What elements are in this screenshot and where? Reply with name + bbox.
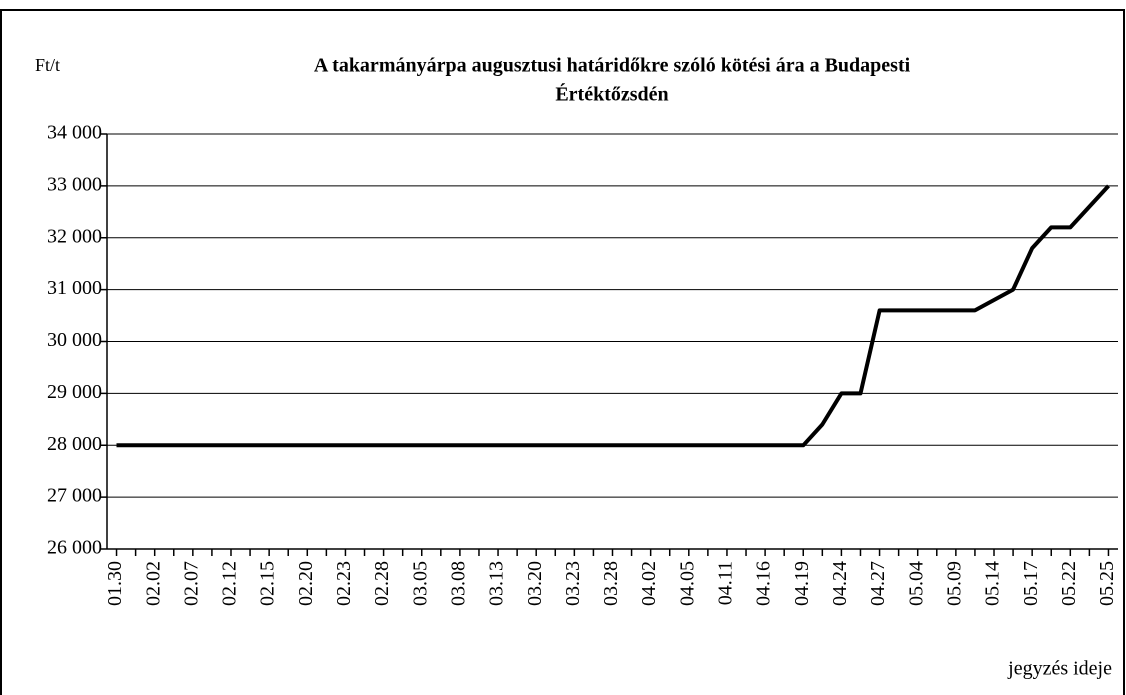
chart-title: Értéktőzsdén	[555, 83, 668, 106]
x-tick-label: 04.16	[753, 561, 775, 606]
x-tick-label: 05.22	[1058, 561, 1080, 606]
x-tick-label: 02.20	[295, 561, 317, 606]
x-tick-label: 05.25	[1096, 561, 1118, 606]
x-tick-label: 04.11	[715, 561, 737, 605]
x-tick-label: 04.02	[638, 561, 660, 606]
x-tick-label: 03.05	[409, 561, 431, 606]
x-tick-label: 02.28	[371, 561, 393, 606]
x-tick-label: 03.20	[524, 561, 546, 606]
y-tick-label: 34 000	[47, 122, 102, 144]
x-tick-label: 02.23	[333, 561, 355, 606]
y-axis-label: Ft/t	[35, 55, 60, 75]
x-tick-label: 04.24	[829, 561, 851, 606]
x-tick-label: 04.19	[791, 561, 813, 606]
frame	[0, 9, 1125, 695]
x-tick-label: 03.28	[600, 561, 622, 606]
y-tick-label: 26 000	[47, 537, 102, 559]
x-tick-label: 05.09	[943, 561, 965, 606]
x-tick-label: 02.12	[219, 561, 241, 606]
y-tick-label: 33 000	[47, 173, 102, 195]
x-tick-label: 01.30	[104, 561, 126, 606]
x-axis-label: jegyzés ideje	[1007, 658, 1112, 680]
x-tick-label: 02.07	[180, 561, 202, 606]
x-tick-label: 05.17	[1020, 561, 1042, 606]
y-tick-label: 29 000	[47, 381, 102, 403]
chart-title: A takarmányárpa augusztusi határidőkre s…	[314, 55, 911, 77]
x-tick-label: 05.14	[982, 561, 1004, 606]
x-tick-label: 03.08	[447, 561, 469, 606]
x-tick-label: 02.02	[142, 561, 164, 606]
x-tick-label: 03.23	[562, 561, 584, 606]
x-tick-label: 05.04	[905, 561, 927, 606]
y-tick-label: 32 000	[47, 225, 102, 247]
y-tick-label: 31 000	[47, 277, 102, 299]
y-tick-label: 30 000	[47, 329, 102, 351]
y-tick-label: 27 000	[47, 485, 102, 507]
x-tick-label: 04.05	[676, 561, 698, 606]
x-tick-label: 03.13	[486, 561, 508, 606]
x-tick-label: 02.15	[257, 561, 279, 606]
y-tick-label: 28 000	[47, 433, 102, 455]
x-tick-label: 04.27	[867, 561, 889, 606]
data-line	[116, 184, 1110, 448]
